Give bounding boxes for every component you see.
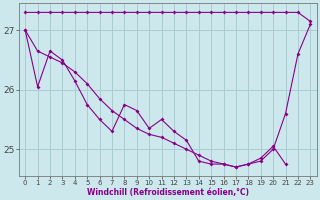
X-axis label: Windchill (Refroidissement éolien,°C): Windchill (Refroidissement éolien,°C) [87, 188, 249, 197]
